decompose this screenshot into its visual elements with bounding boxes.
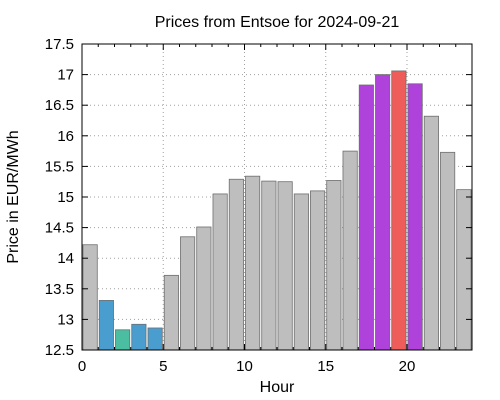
y-tick-label: 14 bbox=[57, 250, 74, 267]
bar-hour-11 bbox=[261, 180, 277, 351]
bar-hour-20 bbox=[407, 83, 423, 351]
bar-hour-0 bbox=[82, 244, 98, 351]
bar-hour-14 bbox=[310, 190, 326, 351]
y-tick-labels: 12.5 13 13.5 14 14.5 15 15.5 16 16.5 17 17.5 bbox=[45, 36, 74, 359]
bars bbox=[82, 70, 472, 351]
bar-hour-22 bbox=[440, 151, 456, 351]
bar-hour-3 bbox=[131, 323, 147, 351]
bar-hour-2 bbox=[115, 329, 131, 351]
y-tick-label: 16.5 bbox=[45, 97, 74, 114]
bar-hour-23 bbox=[456, 189, 472, 351]
bar-hour-21 bbox=[423, 115, 439, 351]
x-tick-label: 10 bbox=[236, 358, 253, 375]
x-tick-label: 0 bbox=[78, 358, 86, 375]
bar-hour-8 bbox=[212, 193, 228, 351]
x-tick-labels: 0 5 10 15 20 bbox=[78, 358, 416, 375]
y-tick-label: 15.5 bbox=[45, 158, 74, 175]
y-tick-label: 14.5 bbox=[45, 220, 74, 237]
bar-hour-7 bbox=[196, 226, 212, 351]
bar-hour-19 bbox=[391, 70, 407, 351]
bar-hour-17 bbox=[358, 84, 374, 351]
x-axis-label: Hour bbox=[260, 379, 295, 396]
bar-hour-15 bbox=[326, 180, 342, 351]
x-tick-label: 5 bbox=[159, 358, 167, 375]
bar-hour-9 bbox=[228, 178, 244, 351]
chart-title: Prices from Entsoe for 2024-09-21 bbox=[155, 14, 400, 31]
grid-lines bbox=[82, 44, 472, 350]
y-tick-label: 13.5 bbox=[45, 281, 74, 298]
x-tick-label: 15 bbox=[317, 358, 334, 375]
bar-hour-1 bbox=[98, 300, 114, 351]
y-axis-label: Price in EUR/MWh bbox=[5, 130, 22, 263]
bar-hour-18 bbox=[375, 74, 391, 351]
bar-hour-5 bbox=[163, 274, 179, 351]
y-tick-label: 13 bbox=[57, 311, 74, 328]
axis-ticks bbox=[81, 43, 473, 351]
bar-hour-16 bbox=[342, 150, 358, 351]
bar-hour-13 bbox=[293, 193, 309, 351]
x-tick-label: 20 bbox=[399, 358, 416, 375]
bar-hour-12 bbox=[277, 181, 293, 351]
bar-hour-4 bbox=[147, 327, 163, 351]
y-tick-label: 15 bbox=[57, 189, 74, 206]
bar-hour-6 bbox=[180, 236, 196, 351]
y-tick-label: 17.5 bbox=[45, 36, 74, 53]
y-tick-label: 12.5 bbox=[45, 342, 74, 359]
bar-hour-10 bbox=[245, 175, 261, 351]
y-tick-label: 16 bbox=[57, 128, 74, 145]
y-tick-label: 17 bbox=[57, 67, 74, 84]
